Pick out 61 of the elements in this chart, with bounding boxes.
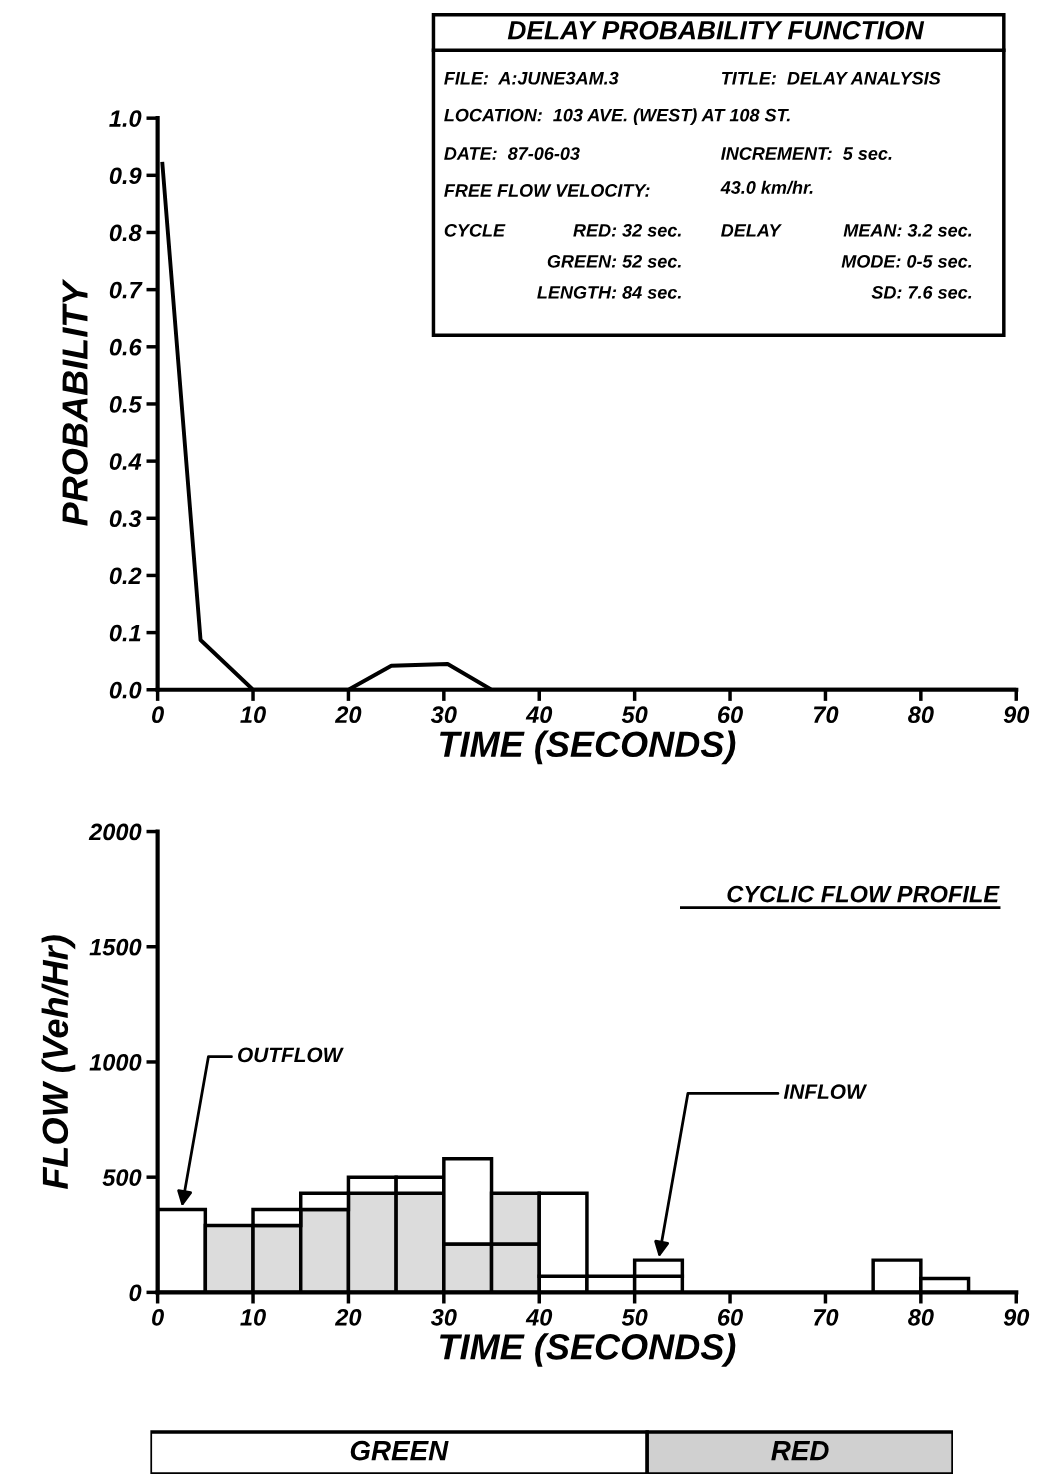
y-tick-label: 1.0 [109, 110, 142, 127]
y-tick-label: 500 [102, 1169, 142, 1186]
y-tick-label: 2000 [88, 823, 142, 841]
x-tick-label: 50 [621, 1308, 648, 1326]
annotation: RED: 32 sec. [573, 223, 681, 237]
x-tick-label: 0 [152, 1308, 164, 1326]
x-tick-label: 80 [908, 706, 934, 724]
chart-title: DELAY PROBABILITY FUNCTION [507, 20, 925, 40]
y-tick-label: 0.9 [109, 167, 142, 185]
annotation: LENGTH: 84 sec. [537, 285, 681, 299]
y-axis-title: FLOW (Veh/Hr) [41, 935, 76, 1190]
annotation: LOCATION: 103 AVE. (WEST) AT 108 ST. [444, 108, 790, 126]
annotation: INCREMENT: 5 sec. [721, 147, 892, 160]
y-tick-label: 0.1 [109, 624, 141, 642]
x-tick-label: 60 [718, 1308, 743, 1326]
y-tick-label: 0.4 [109, 453, 142, 470]
x-tick-label: 10 [240, 706, 266, 724]
y-tick-label: 0.0 [109, 681, 142, 699]
annotation: INFLOW [783, 1084, 868, 1100]
x-tick-label: 30 [430, 706, 457, 724]
x-tick-label: 20 [334, 706, 362, 724]
x-tick-label: 0 [152, 706, 164, 724]
x-tick-label: 30 [430, 1308, 457, 1326]
x-tick-label: 70 [813, 706, 839, 724]
y-tick-label: 0.7 [109, 281, 143, 299]
text: FILE: A:JUNE3AM.3 [444, 71, 619, 85]
x-tick-label: 10 [240, 1308, 266, 1326]
annotation: CYCLE [444, 223, 506, 237]
y-tick-label: 0.6 [109, 338, 142, 356]
text: TITLE: DELAY ANALYSIS [721, 71, 941, 85]
series-label: RED [771, 1441, 829, 1461]
x-tick-label: 70 [813, 1308, 839, 1326]
y-tick-label: 0.3 [109, 510, 142, 528]
annotation: DELAY [721, 224, 782, 237]
x-tick-label: 90 [1003, 1308, 1030, 1326]
x-axis-title: TIME (SECONDS) [440, 730, 736, 765]
y-axis-title: PROBABILITY [62, 278, 88, 526]
y-tick-label: 1500 [89, 938, 142, 956]
x-tick-label: 40 [525, 706, 553, 724]
annotation: OUTFLOW [238, 1047, 344, 1063]
y-tick-label: 0.2 [109, 567, 142, 585]
x-tick-label: 50 [621, 706, 648, 724]
annotation: FREE FLOW VELOCITY: [444, 184, 650, 197]
y-tick-label: 1000 [89, 1054, 142, 1071]
x-tick-label: 40 [525, 1308, 553, 1326]
x-tick-label: 60 [718, 706, 743, 724]
x-axis-title: TIME (SECONDS) [440, 1333, 736, 1367]
y-tick-label: 0 [129, 1284, 142, 1302]
y-tick-label: 0.8 [109, 224, 142, 242]
annotation: 43.0 km/hr. [720, 180, 813, 195]
x-tick-label: 90 [1003, 706, 1030, 724]
annotation: MODE: 0-5 sec. [841, 254, 972, 268]
y-tick-label: 0.5 [109, 396, 142, 413]
x-tick-label: 80 [908, 1308, 934, 1326]
series-label: GREEN [350, 1440, 449, 1461]
annotation: GREEN: 52 sec. [547, 254, 681, 268]
text: CYCLIC FLOW PROFILE [727, 885, 1000, 903]
x-tick-label: 20 [334, 1308, 362, 1326]
annotation: MEAN: 3.2 sec. [843, 223, 972, 237]
annotation: SD: 7.6 sec. [871, 285, 972, 299]
annotation: DATE: 87-06-03 [444, 147, 580, 160]
